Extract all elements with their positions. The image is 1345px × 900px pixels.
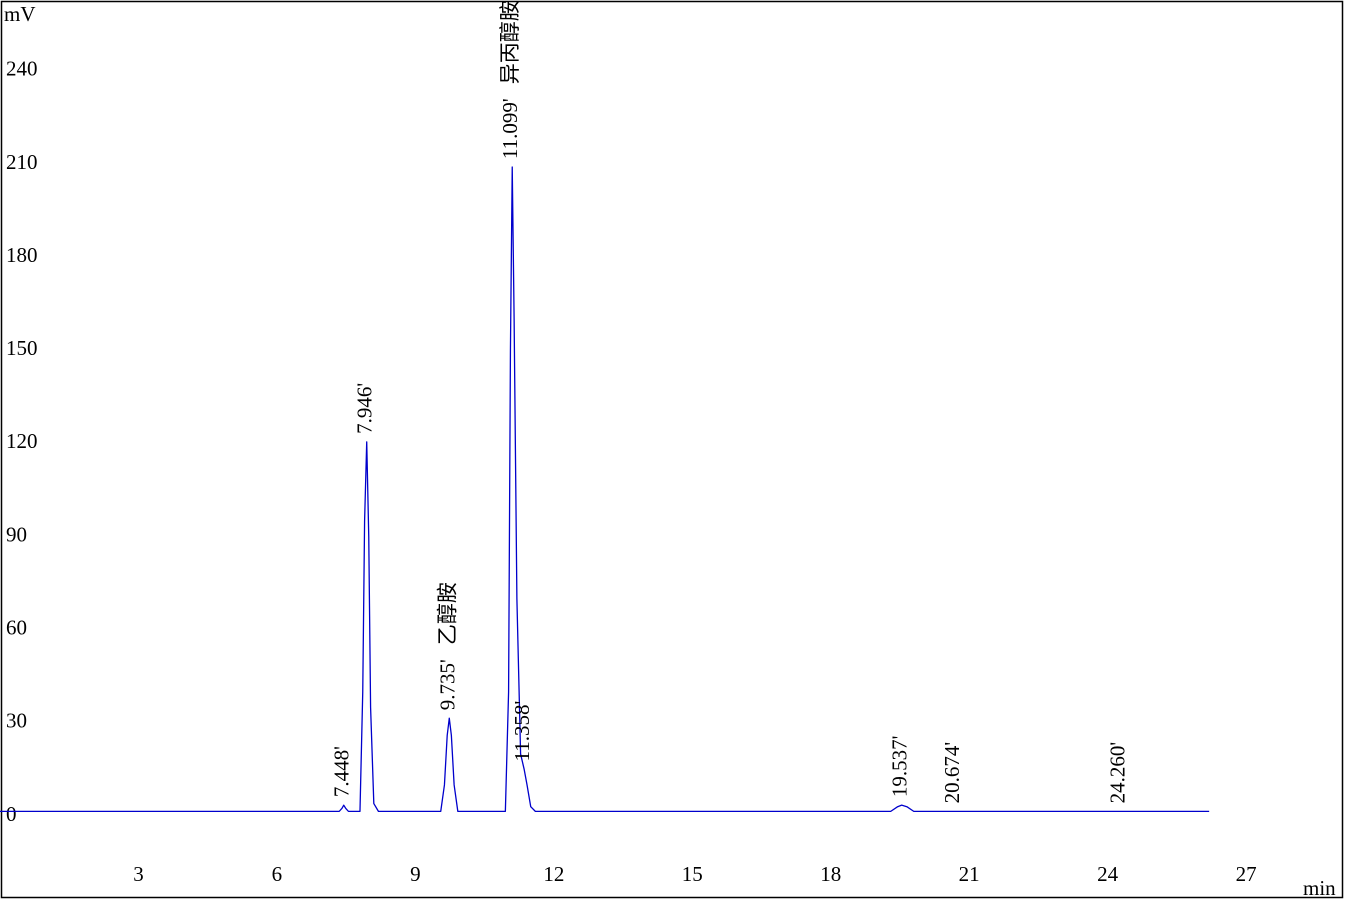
peak-time: 24.260' bbox=[1105, 742, 1129, 804]
peak-label: 7.946' bbox=[353, 383, 377, 434]
peak-time: 7.448' bbox=[330, 746, 354, 797]
peak-label: 9.735' 乙醇胺 bbox=[435, 582, 459, 710]
peak-label: 19.537' bbox=[887, 736, 911, 798]
x-tick-label: 15 bbox=[682, 862, 703, 886]
peak-time: 20.674' bbox=[940, 742, 964, 804]
y-tick-label: 150 bbox=[6, 336, 38, 360]
peak-label: 24.260' bbox=[1105, 742, 1129, 804]
peak-label: 7.448' bbox=[330, 746, 354, 797]
x-tick-label: 9 bbox=[410, 862, 421, 886]
y-tick-label: 60 bbox=[6, 616, 27, 640]
y-unit: mV bbox=[4, 2, 36, 26]
x-tick-label: 12 bbox=[543, 862, 564, 886]
x-tick-label: 3 bbox=[133, 862, 144, 886]
y-tick-label: 240 bbox=[6, 57, 38, 81]
peak-time: 9.735' bbox=[435, 659, 459, 710]
peak-time: 11.358' bbox=[510, 701, 534, 762]
y-tick-label: 30 bbox=[6, 709, 27, 733]
peak-label: 11.099' 异丙醇胺 bbox=[498, 0, 522, 159]
x-unit: min bbox=[1303, 876, 1336, 900]
x-tick-label: 6 bbox=[272, 862, 283, 886]
peak-time: 7.946' bbox=[353, 383, 377, 434]
trace bbox=[0, 166, 1210, 813]
x-tick-label: 27 bbox=[1236, 862, 1257, 886]
x-tick-label: 24 bbox=[1097, 862, 1119, 886]
peak-name: 乙醇胺 bbox=[435, 582, 459, 645]
y-tick-label: 90 bbox=[6, 522, 27, 546]
x-tick-label: 18 bbox=[820, 862, 841, 886]
peak-name: 异丙醇胺 bbox=[498, 0, 522, 84]
x-tick-label: 21 bbox=[959, 862, 980, 886]
peak-time: 19.537' bbox=[887, 736, 911, 798]
peak-label: 11.358' bbox=[510, 701, 534, 762]
y-tick-label: 120 bbox=[6, 429, 38, 453]
peak-label: 20.674' bbox=[940, 742, 964, 804]
y-tick-label: 210 bbox=[6, 150, 38, 174]
peak-time: 11.099' bbox=[498, 98, 522, 159]
y-tick-label: 0 bbox=[6, 802, 17, 826]
y-tick-label: 180 bbox=[6, 243, 38, 267]
